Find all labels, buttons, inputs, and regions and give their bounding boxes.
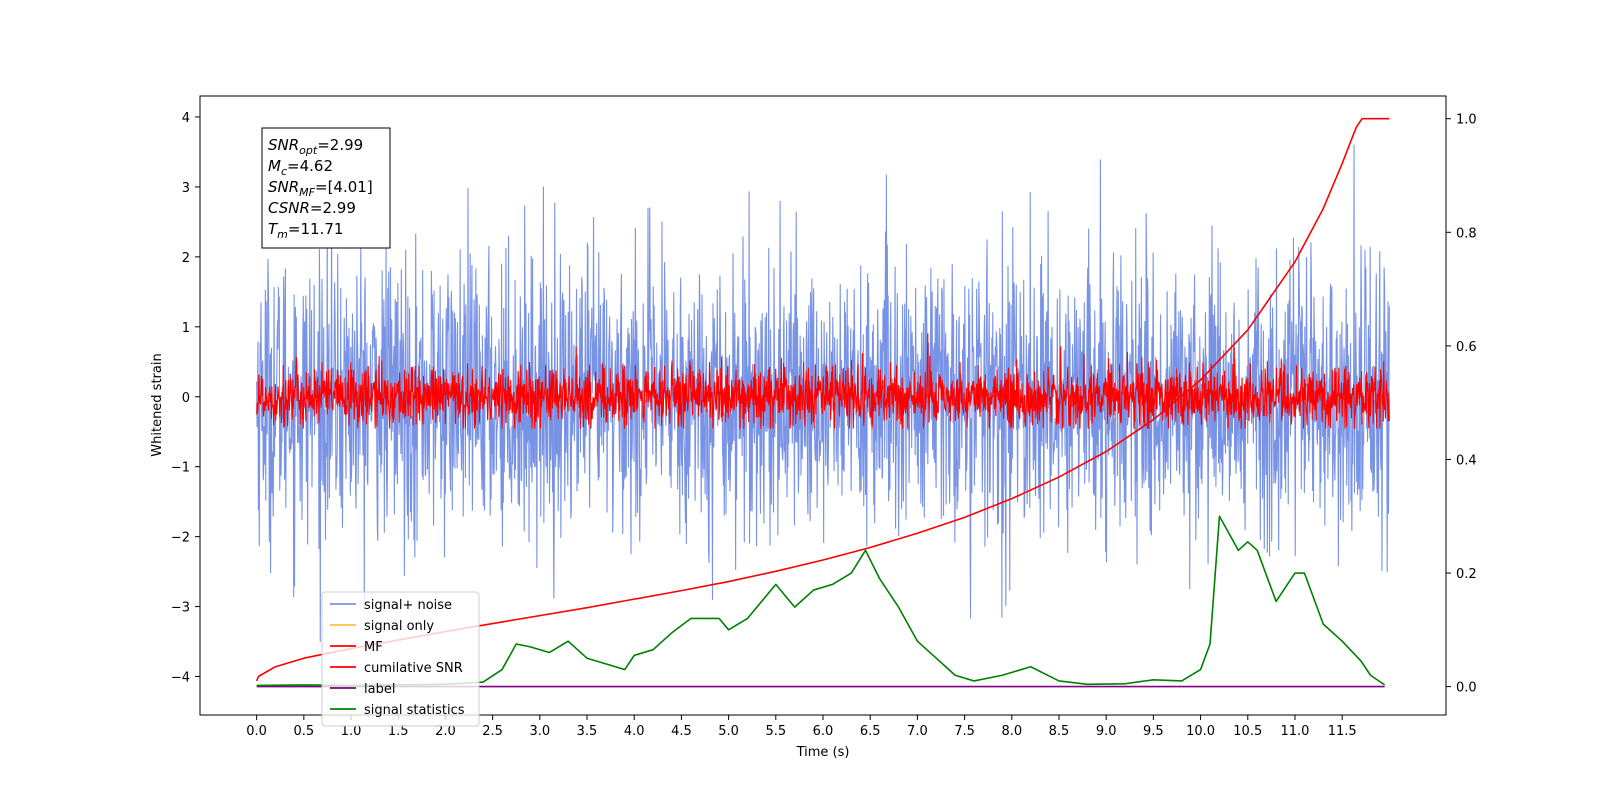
y-tick-label: −2 [171,531,190,546]
x-tick-label: 5.5 [765,724,786,739]
x-tick-label: 6.0 [813,724,834,739]
x-tick-label: 6.5 [860,724,881,739]
series-mf [256,333,1390,429]
y-tick-label: 3 [182,181,190,196]
y-tick-label: −1 [171,461,190,476]
y-axis-label: Whitened strain [150,353,165,456]
series-signal-statistics [256,515,1386,687]
legend-label: signal statistics [364,703,465,718]
annotation-frame [261,127,391,249]
x-tick-label: 9.5 [1143,724,1164,739]
legend-label: label [364,682,395,697]
y-tick-label: 0 [182,391,190,406]
y-tick-label: −3 [171,601,190,616]
x-tick-label: 7.0 [907,724,928,739]
x-tick-label: 0.5 [293,724,314,739]
annotation-line: SNRopt=2.99 [268,136,363,157]
annotation-line: CSNR=2.99 [268,199,356,217]
legend-label: signal only [364,619,434,634]
y-right-axis-ticks: 0.0 0.2 0.4 0.6 0.8 1.0 [1446,113,1477,696]
x-tick-label: 10.0 [1186,724,1215,739]
y-tick-label: 4 [182,111,190,126]
annotation-line: Tm=11.71 [268,220,343,241]
y-tick-label: 1 [182,321,190,336]
x-tick-label: 10.5 [1233,724,1262,739]
y-right-tick-label: 0.6 [1456,340,1477,355]
legend-frame [321,591,480,727]
legend-label: cumilative SNR [364,661,463,676]
x-tick-label: 0.0 [246,724,267,739]
x-tick-label: 11.0 [1280,724,1309,739]
x-tick-label: 8.5 [1049,724,1070,739]
x-tick-label: 1.0 [341,724,362,739]
y-axis-ticks: −4 −3 −2 −1 0 1 2 3 4 [171,111,200,686]
y-right-tick-label: 0.4 [1456,453,1477,468]
x-tick-label: 7.5 [954,724,975,739]
x-tick-label: 8.0 [1001,724,1022,739]
x-tick-label: 9.0 [1096,724,1117,739]
x-tick-label: 1.5 [388,724,409,739]
legend-label: MF [364,640,383,655]
x-tick-label: 4.0 [624,724,645,739]
x-tick-label: 3.0 [529,724,550,739]
series-signal-noise [256,144,1390,643]
x-axis-label: Time (s) [796,745,850,760]
y-right-tick-label: 0.2 [1456,567,1477,582]
x-tick-label: 2.0 [435,724,456,739]
annotation-line: SNRMF=[4.01] [268,178,373,199]
y-right-tick-label: 0.0 [1456,681,1477,696]
y-right-tick-label: 1.0 [1456,113,1477,128]
x-axis-ticks: 0.0 0.5 1.0 1.5 2.0 2.5 3.0 3.5 4.0 4.5 5.0 5.5 6.0 6… [246,715,1357,739]
x-tick-label: 2.5 [482,724,503,739]
x-tick-label: 3.5 [577,724,598,739]
x-tick-label: 11.5 [1328,724,1357,739]
y-tick-label: 2 [182,251,190,266]
annotation-line: Mc=4.62 [268,157,333,178]
x-tick-label: 5.0 [718,724,739,739]
y-right-tick-label: 0.8 [1456,226,1477,241]
legend: signal+ noise signal only MF cumilative SNR… [321,591,480,727]
legend-label: signal+ noise [364,598,452,613]
x-tick-label: 4.5 [671,724,692,739]
y-tick-label: −4 [171,671,190,686]
